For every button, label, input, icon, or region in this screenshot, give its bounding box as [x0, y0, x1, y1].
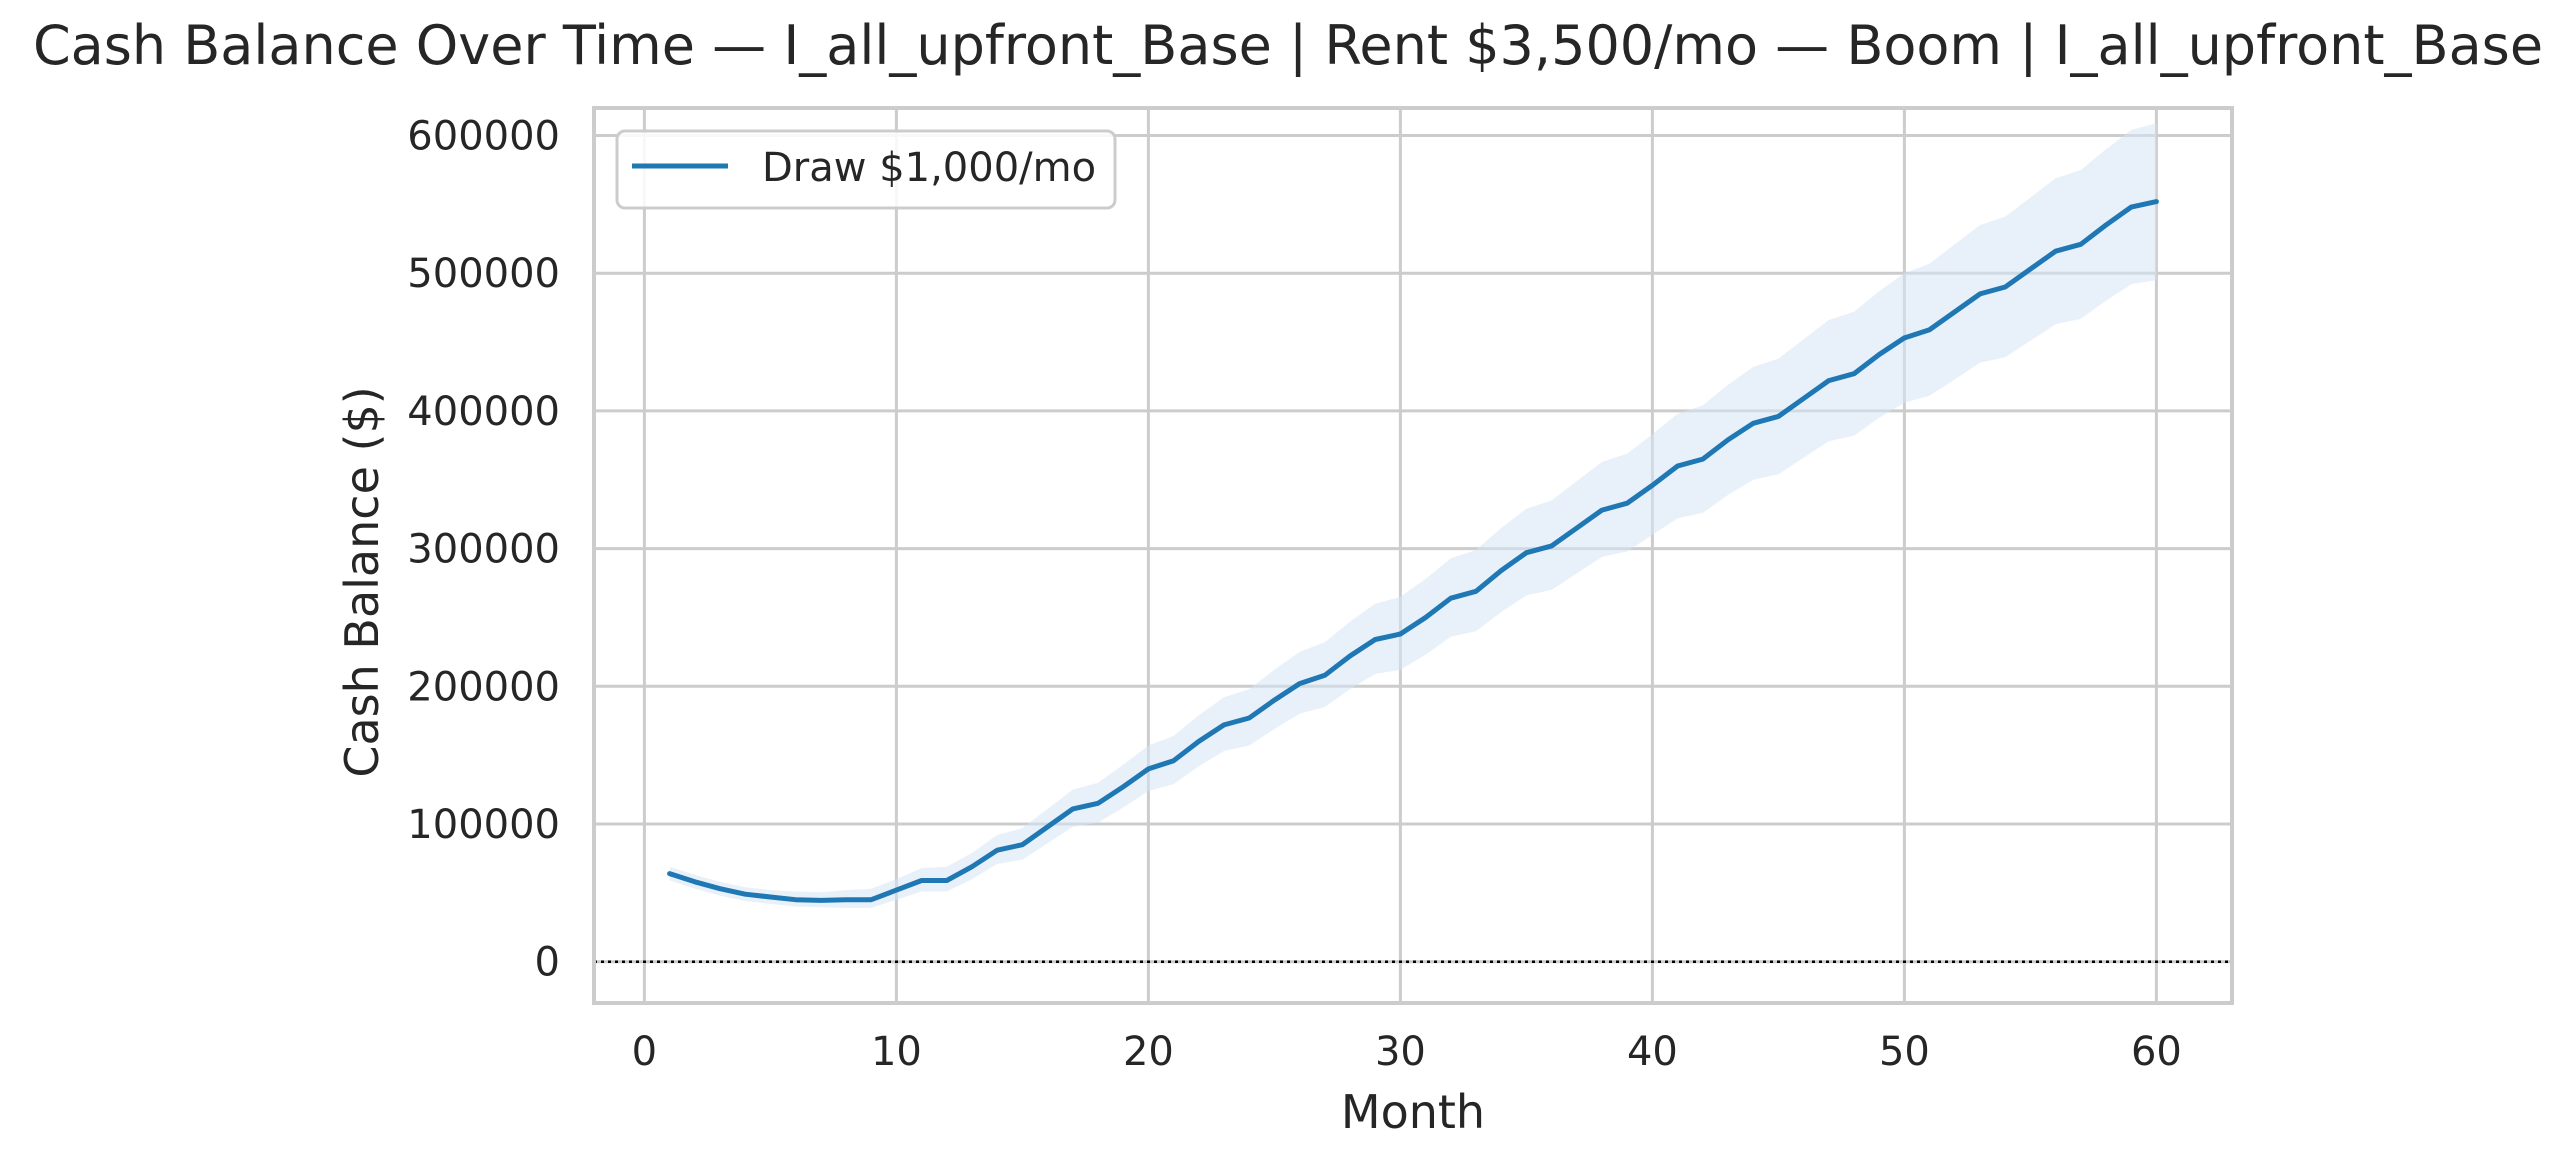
series-band — [669, 123, 2157, 909]
x-tick-label: 0 — [632, 1029, 657, 1075]
x-tick-label: 60 — [2131, 1029, 2182, 1075]
y-axis-label: Cash Balance ($) — [335, 386, 389, 777]
x-axis-label: Month — [1341, 1085, 1485, 1139]
series-line — [667, 199, 2159, 903]
chart-title: Cash Balance Over Time — I_all_upfront_B… — [33, 14, 2543, 77]
series-lines — [667, 199, 2159, 903]
y-tick-label: 500000 — [407, 251, 560, 297]
y-tick-label: 400000 — [407, 389, 560, 435]
x-tick-label: 10 — [871, 1029, 922, 1075]
y-tick-label: 300000 — [407, 527, 560, 573]
legend: Draw $1,000/mo — [615, 129, 1117, 210]
x-tick-label: 30 — [1375, 1029, 1426, 1075]
y-tick-label: 200000 — [407, 664, 560, 710]
y-tick-label: 0 — [535, 940, 560, 986]
confidence-bands — [669, 123, 2157, 909]
legend-box — [615, 129, 1117, 210]
x-tick-labels: 0 10 20 30 40 50 60 — [632, 1029, 2182, 1075]
y-tick-label: 600000 — [407, 114, 560, 160]
y-tick-label: 100000 — [407, 802, 560, 848]
x-tick-label: 40 — [1627, 1029, 1678, 1075]
y-tick-labels: 0 100000 200000 300000 400000 500000 600000 — [407, 114, 560, 986]
plot-frame — [592, 106, 2234, 1005]
legend-label: Draw $1,000/mo — [762, 145, 1096, 191]
x-tick-label: 20 — [1123, 1029, 1174, 1075]
x-tick-label: 50 — [1879, 1029, 1930, 1075]
